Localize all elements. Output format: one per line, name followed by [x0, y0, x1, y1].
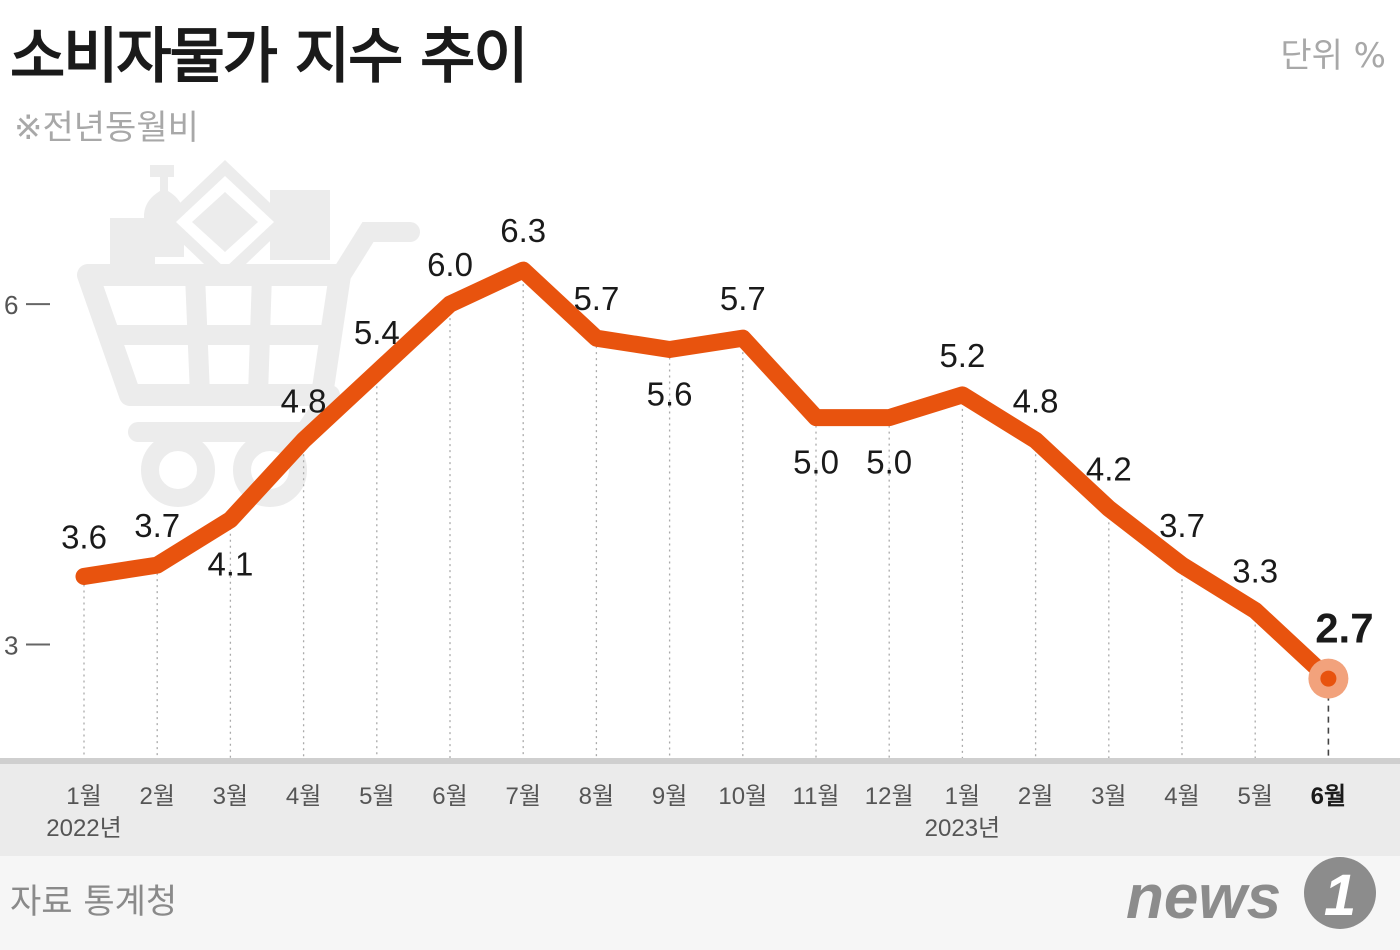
x-tick-label: 11월 [793, 783, 840, 810]
x-tick-label: 5월 [1237, 783, 1272, 810]
data-label: 4.8 [281, 382, 327, 419]
x-tick-label: 10월 [718, 783, 767, 810]
x-tick-label: 5월 [359, 783, 394, 810]
x-tick-label: 4월 [1164, 783, 1199, 810]
x-tick-label: 12월 [865, 783, 914, 810]
data-label: 3.3 [1232, 552, 1278, 589]
x-tick-label: 6월 [1311, 783, 1346, 810]
y-tick-label: 3 [4, 631, 18, 661]
x-axis-band [0, 762, 1400, 856]
data-label: 5.2 [939, 337, 985, 374]
x-tick-label: 3월 [213, 783, 248, 810]
cart-handle-icon [328, 222, 420, 290]
shopping-cart-icon [77, 160, 420, 507]
data-label: 4.1 [207, 546, 253, 583]
x-tick-label: 6월 [432, 783, 467, 810]
data-label: 4.8 [1013, 382, 1059, 419]
data-label: 5.7 [573, 280, 619, 317]
data-label: 5.4 [354, 314, 400, 351]
logo-circle-icon [1304, 857, 1376, 929]
footer-band [0, 856, 1400, 950]
x-tick-label: 4월 [286, 783, 321, 810]
cart-wheel-icon [141, 433, 215, 507]
y-tick-label: 6 [4, 290, 18, 320]
data-label: 6.0 [427, 246, 473, 283]
page-title: 소비자물가 지수 추이 [10, 22, 529, 92]
x-tick-label: 3월 [1091, 783, 1126, 810]
subtitle: ※전년동월비 [14, 108, 199, 148]
x-tick-label: 2월 [139, 783, 174, 810]
data-label: 5.7 [720, 280, 766, 317]
source-label: 자료 통계청 [10, 882, 178, 922]
x-tick-label: 2월 [1018, 783, 1053, 810]
data-label: 5.0 [866, 444, 912, 481]
news1-logo: news 1 [1126, 857, 1376, 932]
data-label: 3.6 [61, 518, 107, 555]
data-label: 3.7 [1159, 507, 1205, 544]
unit-label: 단위 % [1280, 36, 1386, 76]
x-tick-label: 8월 [579, 783, 614, 810]
data-label: 5.0 [793, 444, 839, 481]
data-label: 6.3 [500, 212, 546, 249]
x-tick-label: 7월 [505, 783, 540, 810]
x-axis-baseline [0, 758, 1400, 764]
x-tick-label: 9월 [652, 783, 687, 810]
highlight-point [1320, 670, 1337, 687]
year-label: 2023년 [925, 815, 1000, 842]
logo-mark: 1 [1324, 863, 1356, 928]
x-tick-label: 1월 [66, 783, 101, 810]
series-line [75, 261, 1337, 688]
box-icon [110, 218, 155, 266]
cart-divider-icon [185, 274, 210, 396]
data-label: 4.2 [1086, 450, 1132, 487]
cart-wheel-icon [233, 433, 307, 507]
year-label: 2022년 [46, 815, 121, 842]
cart-divider-icon [248, 274, 272, 396]
logo-text: news [1126, 863, 1281, 932]
x-tick-label: 1월 [945, 783, 980, 810]
data-label: 5.6 [647, 376, 693, 413]
diamond-package-core [192, 192, 258, 252]
data-label: 2.7 [1315, 605, 1373, 652]
data-label: 3.7 [134, 507, 180, 544]
